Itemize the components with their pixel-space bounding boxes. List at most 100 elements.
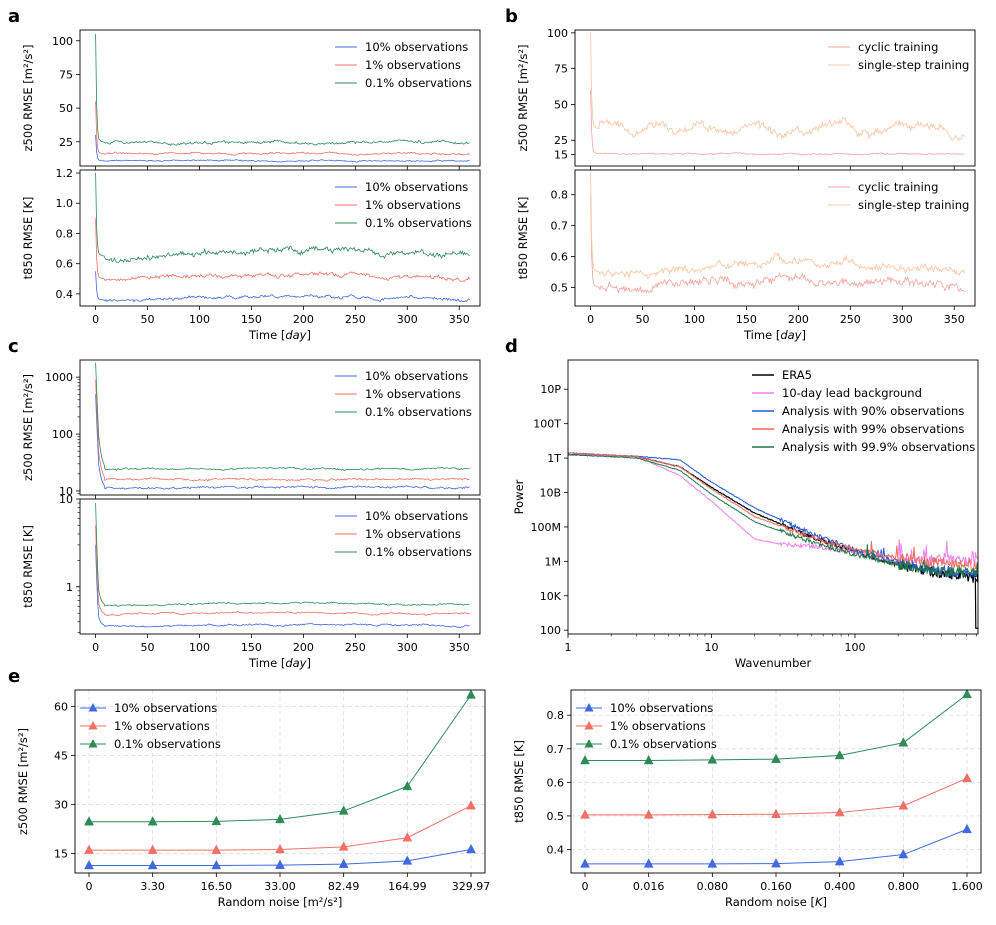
data-point-marker	[580, 809, 590, 819]
data-point-marker	[771, 808, 781, 818]
series-line	[95, 394, 470, 490]
y-tick-label: 1	[66, 581, 73, 594]
data-point-marker	[898, 737, 909, 747]
legend-entry: Analysis with 99% observations	[782, 422, 964, 436]
axes-frame	[574, 29, 976, 167]
legend-entry: single-step training	[858, 198, 969, 212]
data-point-marker	[275, 813, 285, 824]
data-point-marker	[84, 844, 94, 854]
x-tick-label: 50	[141, 641, 155, 654]
x-tick-label: 0.016	[633, 880, 665, 893]
series-group	[95, 362, 470, 490]
data-point-marker	[402, 780, 413, 791]
legend-entry: 10% observations	[365, 509, 468, 523]
legend-entry: 0.1% observations	[365, 405, 472, 419]
series-line	[95, 544, 470, 629]
series-line	[95, 525, 470, 617]
x-axis-label: Random noise [K]	[725, 895, 827, 909]
series-line	[590, 90, 965, 156]
grid	[571, 690, 981, 873]
x-tick-label: 250	[840, 313, 861, 326]
legend-marker	[584, 739, 594, 748]
x-tick-label: 200	[293, 641, 314, 654]
legend-entry: 1% observations	[610, 719, 706, 733]
data-point-marker	[643, 754, 654, 765]
spectrum-line	[568, 452, 978, 572]
spectrum-line	[568, 453, 978, 629]
data-point-marker	[211, 844, 222, 854]
x-tick-label: 0.080	[697, 880, 729, 893]
data-point-marker	[643, 809, 654, 819]
x-tick-label: 329.97	[452, 880, 491, 893]
panel-letter-c: c	[8, 336, 19, 357]
y-tick-label: 75	[59, 68, 73, 81]
series-group	[95, 34, 470, 163]
y-tick-label: 1.2	[56, 167, 74, 180]
x-tick-label: 150	[736, 313, 757, 326]
data-point-marker	[147, 816, 158, 826]
y-tick-label: 0.6	[547, 776, 565, 789]
series-line	[590, 32, 965, 142]
y-tick-label: 45	[54, 749, 68, 762]
y-tick-label: 1M	[545, 555, 562, 568]
x-tick-label: 0	[86, 880, 93, 893]
legend-entry: 0.1% observations	[365, 76, 472, 90]
x-tick-label: 82.49	[328, 880, 360, 893]
legend-entry: 1% observations	[365, 198, 461, 212]
x-tick-label: 200	[293, 313, 314, 326]
y-tick-label: 10	[59, 485, 73, 498]
legend: 10% observations 1% observations 0.1% obse…	[335, 369, 472, 419]
x-tick-label: 100	[844, 641, 865, 654]
y-tick-label: 0.7	[551, 220, 569, 233]
chart-c-top: 10 100 1000 z500 RMSE [m²/s²] 10% observatio…	[21, 359, 481, 499]
data-point-marker	[275, 843, 285, 854]
x-tick-label: 0	[582, 880, 589, 893]
data-point-marker	[580, 858, 590, 868]
chart-e-right: 0.4 0.5 0.6 0.7 0.8 0 0.016 0.080 0.160 0.400 0.80…	[512, 688, 983, 909]
x-axis-label: Random noise [m²/s²]	[218, 895, 343, 909]
y-axis-label: t850 RMSE [K]	[512, 740, 526, 823]
data-point-marker	[338, 841, 349, 851]
legend-entry: 0.1% observations	[610, 737, 717, 751]
x-tick-label: 0.800	[888, 880, 920, 893]
axes-frame	[79, 169, 481, 307]
x-tick-label: 10	[704, 641, 718, 654]
y-tick-label: 50	[59, 102, 73, 115]
data-point-marker	[147, 844, 158, 854]
series-line	[95, 271, 470, 303]
legend-marker	[88, 703, 98, 712]
y-tick-label: 0.5	[547, 810, 565, 823]
x-tick-label: 300	[397, 313, 418, 326]
legend-marker	[584, 721, 594, 730]
x-tick-label: 300	[397, 641, 418, 654]
legend-entry: 10% observations	[365, 180, 468, 194]
x-tick-label: 350	[449, 641, 470, 654]
data-point-marker	[834, 856, 845, 866]
x-tick-label: 100	[189, 313, 210, 326]
data-point-marker	[898, 848, 909, 859]
y-axis-label: z500 RMSE [m²/s²]	[16, 728, 30, 835]
x-axis-label: Time [day]	[248, 328, 311, 342]
data-point-marker	[466, 689, 476, 699]
data-point-marker	[962, 772, 972, 783]
legend: 10% observations 1% observations 0.1% obse…	[576, 701, 717, 751]
legend-entry: 0.1% observations	[365, 216, 472, 230]
legend-entry: ERA5	[782, 368, 812, 382]
y-tick-label: 0.6	[551, 251, 569, 264]
legend: ERA5 10-day lead background Analysis with …	[752, 368, 975, 454]
spectrum-line	[568, 453, 978, 578]
legend: 10% observations 1% observations 0.1% obse…	[80, 701, 221, 751]
y-axis-label: Power	[512, 479, 526, 514]
panel-letter-b: b	[505, 6, 518, 27]
series-group	[568, 452, 978, 629]
data-point-marker	[643, 858, 654, 868]
series-line	[95, 135, 470, 163]
legend: 10% observations 1% observations 0.1% obse…	[335, 509, 472, 559]
legend-entry: single-step training	[858, 58, 969, 72]
data-point-marker	[338, 858, 349, 868]
x-tick-label: 300	[892, 313, 913, 326]
legend-entry: Analysis with 99.9% observations	[782, 440, 975, 454]
legend-entry: 10% observations	[610, 701, 713, 715]
data-point-marker	[84, 816, 94, 826]
y-tick-label: 0.6	[56, 258, 74, 271]
